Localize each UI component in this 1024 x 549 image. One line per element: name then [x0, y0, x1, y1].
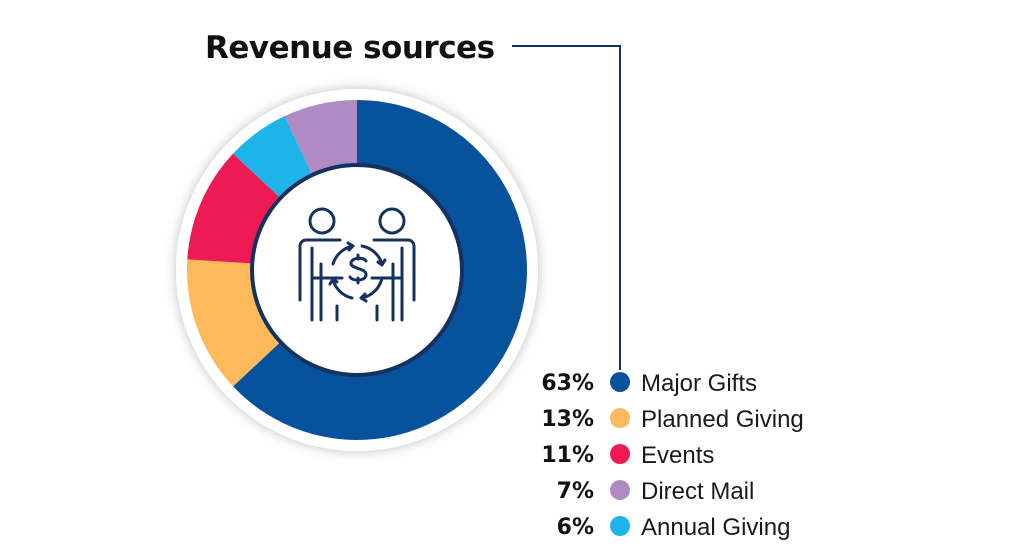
slice-major-gifts	[233, 100, 528, 440]
slice-planned-giving	[186, 259, 285, 387]
donut-center	[250, 163, 464, 377]
legend-value: 11%	[541, 443, 594, 468]
legend-value: 6%	[557, 515, 594, 540]
legend-label: Planned Giving	[641, 406, 804, 433]
people-exchanging-money-icon	[298, 207, 416, 322]
legend-item-events: 11% Events	[541, 442, 714, 469]
donut-slices	[186, 100, 528, 440]
legend-swatch	[610, 480, 630, 500]
legend-label: Annual Giving	[641, 514, 790, 541]
legend-label: Major Gifts	[641, 370, 757, 397]
slice-direct-mail	[284, 100, 357, 180]
legend-value: 63%	[541, 371, 594, 396]
legend-item-annual-giving: 6% Annual Giving	[557, 514, 791, 541]
slice-annual-giving	[233, 116, 315, 202]
legend-item-direct-mail: 7% Direct Mail	[557, 478, 755, 505]
legend-label: Direct Mail	[641, 478, 754, 505]
legend-swatch	[610, 372, 630, 392]
legend-item-planned-giving: 13% Planned Giving	[541, 406, 803, 433]
legend-swatch	[610, 516, 630, 536]
legend-item-major-gifts: 63% Major Gifts	[541, 370, 757, 397]
legend-value: 13%	[541, 407, 594, 432]
legend: 63% Major Gifts 13% Planned Giving 11% Events…	[541, 370, 803, 541]
legend-label: Events	[641, 442, 714, 469]
legend-swatch	[610, 444, 630, 464]
title-connector-line	[512, 45, 621, 370]
legend-swatch	[610, 408, 630, 428]
chart-title: Revenue sources	[205, 30, 495, 66]
legend-value: 7%	[557, 479, 594, 504]
